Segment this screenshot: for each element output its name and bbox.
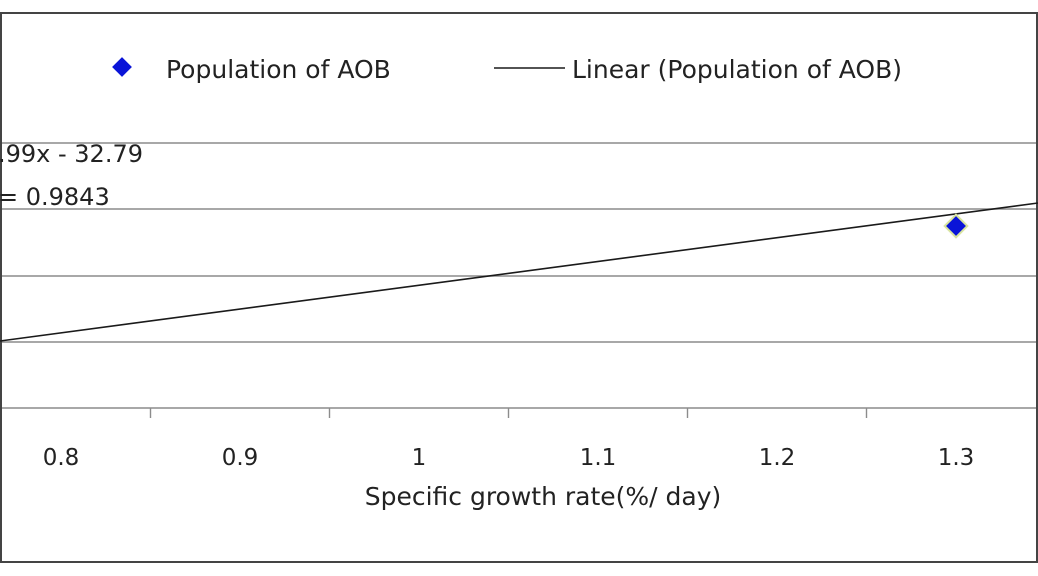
trendline-r-squared: = 0.9843 xyxy=(0,183,110,211)
data-points xyxy=(943,213,969,239)
x-tick-label-1.1: 1.1 xyxy=(580,445,617,471)
x-tick-label-1.2: 1.2 xyxy=(759,445,796,471)
x-tick-label-0.9: 0.9 xyxy=(222,445,259,471)
gridlines xyxy=(2,142,1036,343)
x-axis-title: Specific growth rate(%/ day) xyxy=(365,482,722,511)
legend-marker-population-of-aob xyxy=(112,57,132,77)
legend-label-linear: Linear (Population of AOB) xyxy=(572,55,902,84)
trendline-linear xyxy=(0,202,1038,342)
chart-border xyxy=(0,12,1038,563)
x-tick-label-0.8: 0.8 xyxy=(43,445,80,471)
x-tick-label-1.3: 1.3 xyxy=(938,445,975,471)
x-tick-labels: 0.8 0.9 1 1.1 1.2 1.3 xyxy=(43,445,975,471)
legend-label-population-of-aob: Population of AOB xyxy=(166,55,391,84)
legend: Population of AOB Linear (Population of … xyxy=(112,55,902,84)
trendline-equation: .99x - 32.79 xyxy=(0,140,143,168)
x-axis xyxy=(2,407,1036,418)
x-tick-label-1: 1 xyxy=(412,445,427,471)
data-point-0 xyxy=(946,216,966,236)
